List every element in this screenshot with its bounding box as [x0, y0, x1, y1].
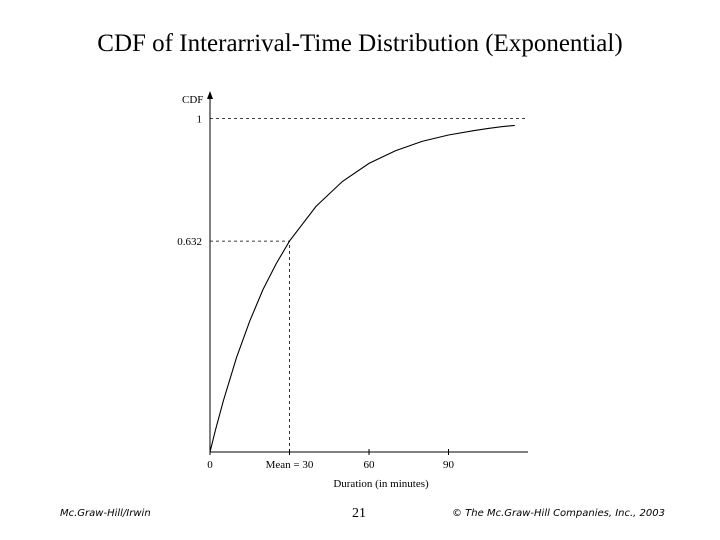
reference-lines	[210, 117, 528, 452]
y-axis-title: CDF	[182, 94, 203, 106]
footer-copyright: © The Mc.Graw-Hill Companies, Inc., 2003	[452, 508, 665, 519]
page-number: 21	[352, 506, 366, 521]
y-tick-label: 0.632	[177, 236, 202, 248]
y-tick-label: 1	[197, 113, 203, 125]
cdf-curve	[209, 124, 515, 453]
y-axis-arrow	[207, 91, 213, 99]
x-axis-title: Duration (in minutes)	[333, 478, 429, 490]
chart-axes	[207, 91, 528, 455]
footer-publisher: Mc.Graw-Hill/Irwin	[60, 508, 151, 519]
x-tick-label: 90	[443, 459, 455, 471]
axis-labels: 0 Mean = 30 60 90 0.632 1 CDF Duration (in minu…	[177, 94, 454, 490]
cdf-series	[209, 124, 515, 453]
x-tick-label: 60	[364, 459, 376, 471]
slide-title: CDF of Interarrival-Time Distribution (E…	[97, 30, 623, 57]
x-tick-label: Mean = 30	[266, 459, 314, 471]
x-tick-label: 0	[207, 459, 213, 471]
